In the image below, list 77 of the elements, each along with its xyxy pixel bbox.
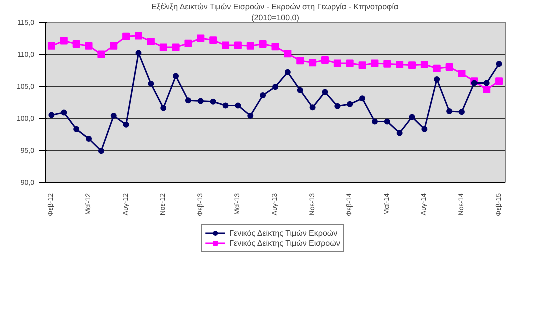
point (74, 126, 80, 132)
point (334, 60, 342, 68)
point (297, 87, 304, 94)
point (110, 42, 118, 50)
point (296, 57, 304, 65)
point (260, 92, 266, 98)
point (396, 130, 403, 136)
point (48, 112, 55, 118)
point (85, 42, 93, 50)
point (310, 104, 316, 111)
point (160, 44, 168, 52)
point (160, 105, 167, 112)
point (408, 62, 416, 70)
point (433, 64, 441, 72)
point (234, 42, 242, 50)
point (446, 108, 453, 114)
point (210, 98, 216, 105)
chart-subtitle: (2010=100,0) (252, 14, 300, 22)
point (321, 56, 329, 64)
chart-title: Εξέλιξη Δεικτών Τιμών Εισροών - Εκροών στη Γεωργία - Κτηνοτροφία (152, 2, 400, 12)
point (272, 43, 280, 51)
point (222, 42, 230, 50)
point (72, 40, 80, 48)
point (134, 32, 142, 40)
point (248, 112, 254, 119)
point (360, 96, 366, 102)
point (409, 114, 416, 120)
point (496, 61, 502, 68)
point (197, 34, 205, 42)
point (272, 84, 278, 90)
point (358, 62, 366, 70)
point (384, 118, 390, 125)
point (60, 37, 68, 45)
point (235, 102, 242, 109)
point (246, 42, 254, 50)
point (446, 64, 454, 72)
point (48, 42, 56, 50)
point (347, 101, 354, 108)
legend-label: Γενικός Δείκτης Τιμών Εισροών (230, 238, 340, 248)
point (483, 86, 491, 94)
point (372, 118, 378, 125)
point (420, 60, 428, 68)
point (198, 98, 204, 104)
point (61, 110, 68, 116)
point (322, 89, 328, 96)
point (484, 80, 490, 86)
point (422, 126, 428, 132)
point (110, 112, 117, 119)
point (173, 73, 180, 80)
point (136, 50, 142, 56)
point (458, 70, 466, 78)
point (147, 38, 155, 46)
point (284, 50, 292, 58)
point (98, 50, 106, 58)
point (122, 32, 130, 40)
point (471, 80, 478, 86)
point (222, 102, 229, 109)
point (458, 109, 465, 116)
point (184, 40, 192, 48)
point (371, 60, 379, 68)
point (210, 36, 218, 44)
point (434, 76, 440, 82)
point (123, 122, 130, 128)
point (259, 40, 267, 48)
point (185, 98, 192, 104)
point (172, 44, 180, 52)
point (309, 59, 317, 67)
point (284, 69, 291, 76)
point (346, 60, 354, 68)
legend-label: Γενικός Δείκτης Τιμών Εκροών (230, 228, 338, 238)
point (496, 78, 504, 86)
point (86, 136, 92, 142)
point (396, 60, 404, 68)
point (384, 60, 392, 68)
point (148, 80, 154, 87)
point (98, 148, 104, 154)
point (334, 103, 341, 110)
